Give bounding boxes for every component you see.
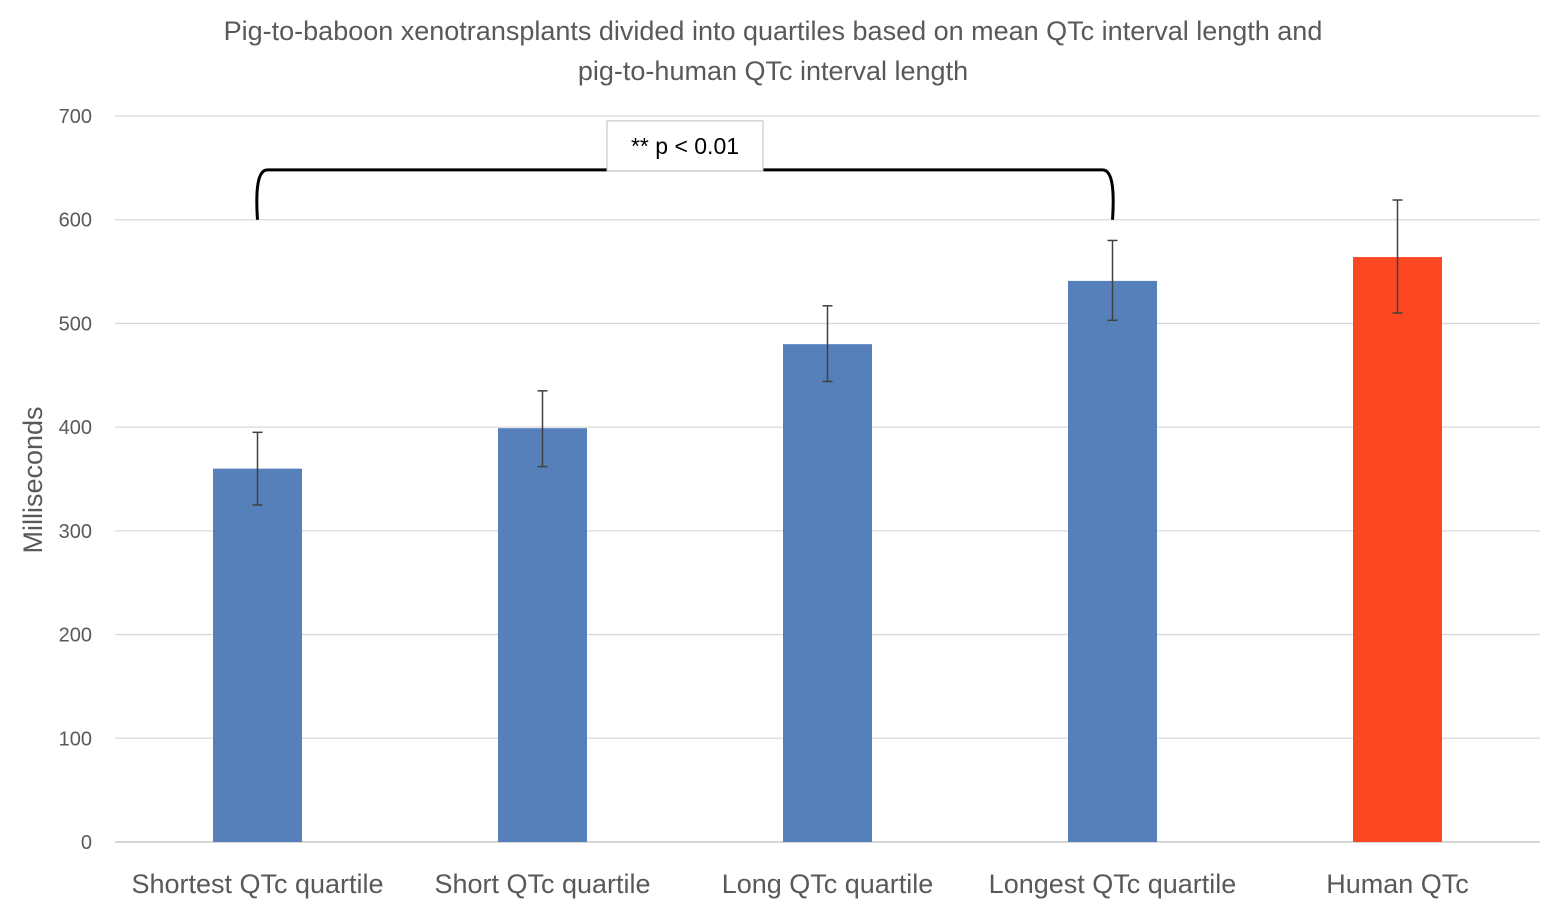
significance-bracket (255, 168, 1115, 220)
y-tick-label: 200 (59, 625, 92, 647)
y-tick-label: 0 (81, 832, 92, 854)
bar (213, 468, 302, 842)
y-tick-label: 700 (59, 106, 92, 128)
x-tick-label: Shortest QTc quartile (131, 869, 383, 899)
x-tick-labels: Shortest QTc quartile Short QTc quartile L… (131, 869, 1468, 899)
annotation-box (606, 120, 764, 172)
x-tick-label: Human QTc (1326, 869, 1469, 899)
x-tick-label: Long QTc quartile (722, 869, 934, 899)
y-axis-label: Milliseconds (18, 406, 48, 553)
y-tick-labels: 0 100 200 300 400 500 600 700 (59, 106, 92, 854)
y-tick-label: 100 (59, 728, 92, 750)
bar (1353, 257, 1442, 843)
bar (498, 428, 587, 842)
chart-title-line-1: Pig-to-baboon xenotransplants divided in… (224, 16, 1323, 46)
y-tick-label: 600 (59, 210, 92, 232)
chart-title-line-2: pig-to-human QTc interval length (578, 56, 968, 86)
bar (783, 344, 872, 842)
bar (1068, 280, 1157, 842)
y-tick-label: 400 (59, 417, 92, 439)
annotation-text: ** p < 0.01 (631, 133, 739, 159)
y-tick-label: 300 (59, 521, 92, 543)
error-bars (252, 199, 1403, 506)
significance-annotation: ** p < 0.01 (255, 120, 1115, 220)
y-tick-label: 500 (59, 313, 92, 335)
bars (213, 257, 1442, 843)
x-tick-label: Longest QTc quartile (989, 869, 1237, 899)
x-tick-label: Short QTc quartile (434, 869, 650, 899)
